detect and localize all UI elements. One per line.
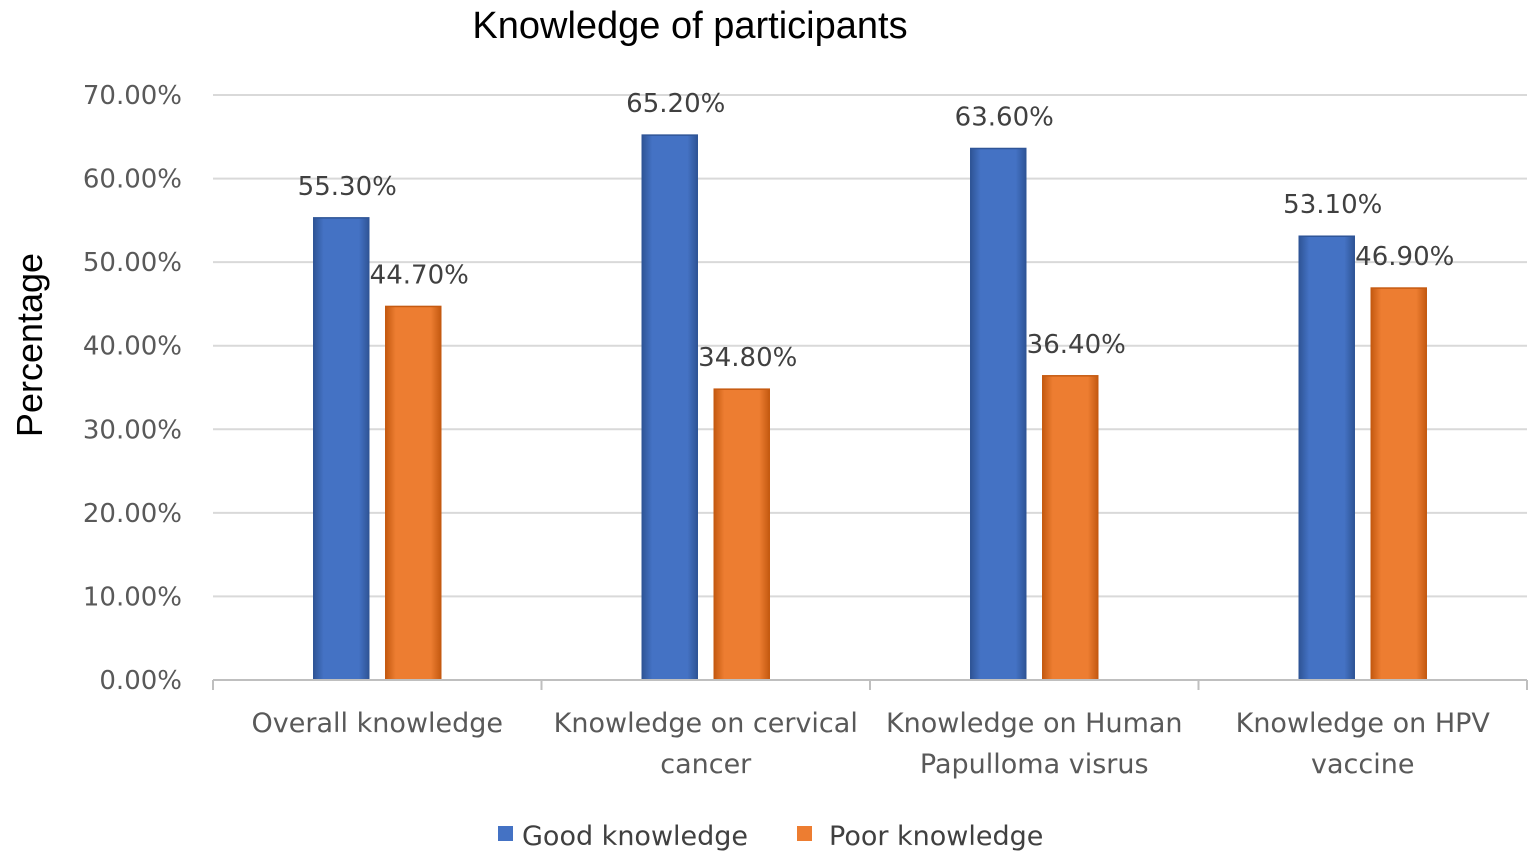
y-tick-label: 40.00% xyxy=(83,332,182,362)
chart-title: Knowledge of participants xyxy=(472,5,907,47)
y-tick-label: 10.00% xyxy=(83,582,182,612)
legend-swatch xyxy=(797,826,812,841)
x-category-label: Knowledge on Human Papulloma visrus xyxy=(886,708,1183,780)
bar-good-knowledge xyxy=(313,217,370,681)
data-label: 44.70% xyxy=(370,260,469,290)
bar-poor-knowledge xyxy=(1370,287,1427,681)
data-label: 34.80% xyxy=(698,343,797,373)
bar-poor-knowledge xyxy=(385,305,442,681)
bar-poor-knowledge xyxy=(1042,375,1099,681)
y-tick-label: 30.00% xyxy=(83,415,182,445)
x-category-label: Knowledge on cervical cancer xyxy=(554,708,858,780)
data-label: 55.30% xyxy=(298,172,397,202)
y-tick-label: 0.00% xyxy=(99,666,182,696)
bar-good-knowledge xyxy=(970,147,1027,681)
y-axis-ticks: 0.00% 10.00% 20.00% 30.00% 40.00% 50.00% 60.00… xyxy=(83,81,182,696)
y-axis-label: Percentage xyxy=(9,253,50,437)
data-label: 46.90% xyxy=(1355,242,1454,272)
bar-good-knowledge xyxy=(641,134,698,681)
legend-label: Poor knowledge xyxy=(829,821,1043,852)
bar-poor-knowledge xyxy=(713,388,770,681)
x-category-label: Knowledge on HPV vaccine xyxy=(1236,708,1491,780)
bar-good-knowledge xyxy=(1298,235,1355,681)
data-label: 63.60% xyxy=(955,102,1054,132)
legend-swatch xyxy=(498,826,513,841)
data-label: 36.40% xyxy=(1027,330,1126,360)
bars xyxy=(313,134,1427,681)
y-tick-label: 20.00% xyxy=(83,499,182,529)
x-category-label: Overall knowledge xyxy=(252,708,503,739)
y-tick-label: 50.00% xyxy=(83,248,182,278)
y-tick-label: 70.00% xyxy=(83,81,182,111)
data-label: 53.10% xyxy=(1283,190,1382,220)
legend-label: Good knowledge xyxy=(522,821,748,852)
y-tick-label: 60.00% xyxy=(83,165,182,195)
x-axis: Overall knowledge Knowledge on cervical ca… xyxy=(212,679,1528,780)
legend: Good knowledge Poor knowledge xyxy=(498,821,1043,852)
data-label: 65.20% xyxy=(626,89,725,119)
data-labels: 55.30% 44.70% 65.20% 34.80% 63.60% 36.40% 53.1… xyxy=(298,89,1455,373)
